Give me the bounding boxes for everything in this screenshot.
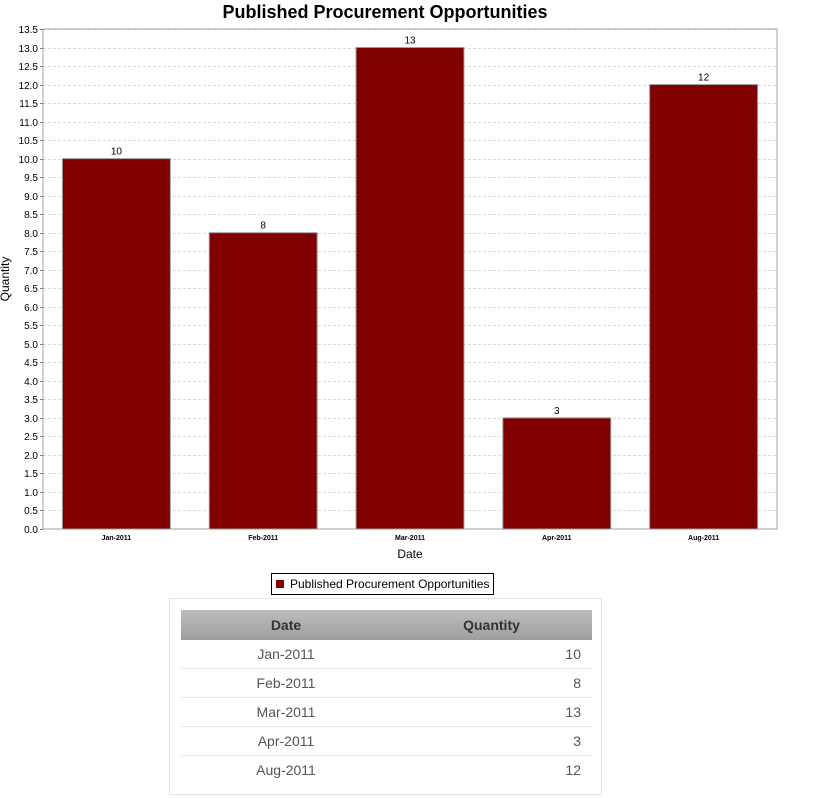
data-labels: 10 8 13 3 12: [111, 36, 710, 417]
x-tick-label: Apr-2011: [542, 535, 572, 542]
y-tick-label: 9.5: [24, 173, 38, 184]
data-table-panel: Date Quantity Jan-2011 10 Feb-2011 8 Mar…: [169, 598, 602, 795]
bar: [208, 232, 318, 530]
cell-date: Mar-2011: [181, 697, 391, 727]
cell-date: Jan-2011: [181, 640, 391, 669]
y-tick-label: 4.0: [24, 377, 38, 388]
y-tick-label: 5.0: [24, 340, 38, 351]
y-tick-label: 7.5: [24, 247, 38, 258]
cell-quantity: 13: [391, 697, 592, 727]
x-tick-label: Aug-2011: [688, 535, 719, 542]
y-tick-label: 4.5: [24, 358, 38, 369]
y-tick-label: 8.0: [24, 229, 38, 240]
bar-value-label: 13: [404, 36, 416, 47]
table-row: Feb-2011 8: [181, 668, 592, 698]
y-tick-label: 8.5: [24, 210, 38, 221]
y-tick-label: 5.5: [24, 321, 38, 332]
y-axis-title: Quantity: [0, 257, 12, 302]
x-tick-label: Feb-2011: [248, 535, 278, 542]
cell-quantity: 12: [565, 762, 581, 778]
column-header-date: Date: [181, 610, 391, 640]
y-tick-label: 12.5: [19, 62, 39, 73]
y-tick-label: 0.0: [24, 525, 38, 536]
y-tick-label: 13.5: [19, 25, 39, 36]
cell-date: Feb-2011: [181, 668, 391, 698]
y-tick-label: 6.5: [24, 284, 38, 295]
bar: [649, 84, 759, 530]
y-tick-label: 10.5: [19, 136, 39, 147]
y-tick-label: 3.0: [24, 414, 38, 425]
bars: [61, 47, 759, 530]
bar: [502, 417, 612, 530]
bar: [355, 47, 465, 530]
y-tick-label: 11.0: [19, 118, 38, 129]
cell-quantity: 10: [391, 640, 592, 669]
y-tick-label: 1.5: [24, 469, 38, 480]
table-row: Apr-2011 3: [181, 726, 592, 756]
y-tick-label: 2.5: [24, 432, 38, 443]
cell-quantity: 8: [391, 668, 592, 698]
x-tick-label: Jan-2011: [102, 535, 132, 542]
bar-value-label: 10: [111, 147, 123, 158]
x-tick-label: Mar-2011: [395, 535, 425, 542]
x-axis-ticks: Jan-2011 Feb-2011 Mar-2011 Apr-2011 Aug-2011: [102, 535, 720, 542]
chart-title: Published Procurement Opportunities: [222, 2, 547, 22]
y-tick-label: 2.0: [24, 451, 38, 462]
cell-quantity: 3: [391, 726, 592, 756]
bar-value-label: 3: [554, 406, 560, 417]
data-table: Date Quantity Jan-2011 10 Feb-2011 8 Mar…: [181, 610, 592, 784]
y-tick-label: 9.0: [24, 192, 38, 203]
y-axis-ticks: 0.0 0.5 1.0 1.5 2.0 2.5 3.0 3.5 4.0 4.5 5.0 5.5 6.0 6…: [19, 25, 43, 536]
y-tick-label: 7.0: [24, 266, 38, 277]
bar-value-label: 8: [260, 221, 266, 232]
y-tick-label: 10.0: [19, 155, 39, 166]
y-tick-label: 12.0: [19, 81, 39, 92]
y-tick-label: 0.5: [24, 506, 38, 517]
table-row: Mar-2011 13: [181, 697, 592, 727]
cell-date: Aug-2011: [256, 762, 316, 778]
bar: [61, 158, 171, 530]
legend-label: Published Procurement Opportunities: [290, 577, 490, 591]
column-header-quantity: Quantity: [391, 610, 592, 640]
chart-legend: Published Procurement Opportunities: [271, 573, 495, 595]
bar-chart: Published Procurement Opportunities 0.00…: [0, 2, 778, 561]
legend-swatch: [276, 580, 284, 588]
y-tick-label: 11.5: [19, 99, 38, 110]
bar-value-label: 12: [698, 73, 710, 84]
table-header-row: Date Quantity: [181, 610, 592, 640]
y-tick-label: 6.0: [24, 303, 38, 314]
y-tick-label: 3.5: [24, 395, 38, 406]
y-tick-label: 13.0: [19, 44, 39, 55]
y-tick-label: 1.0: [24, 488, 38, 499]
table-row: Jan-2011 10: [181, 640, 592, 669]
cell-date: Apr-2011: [181, 726, 391, 756]
table-row: Aug-2011 12: [181, 756, 592, 785]
x-axis-title: Date: [397, 547, 423, 561]
